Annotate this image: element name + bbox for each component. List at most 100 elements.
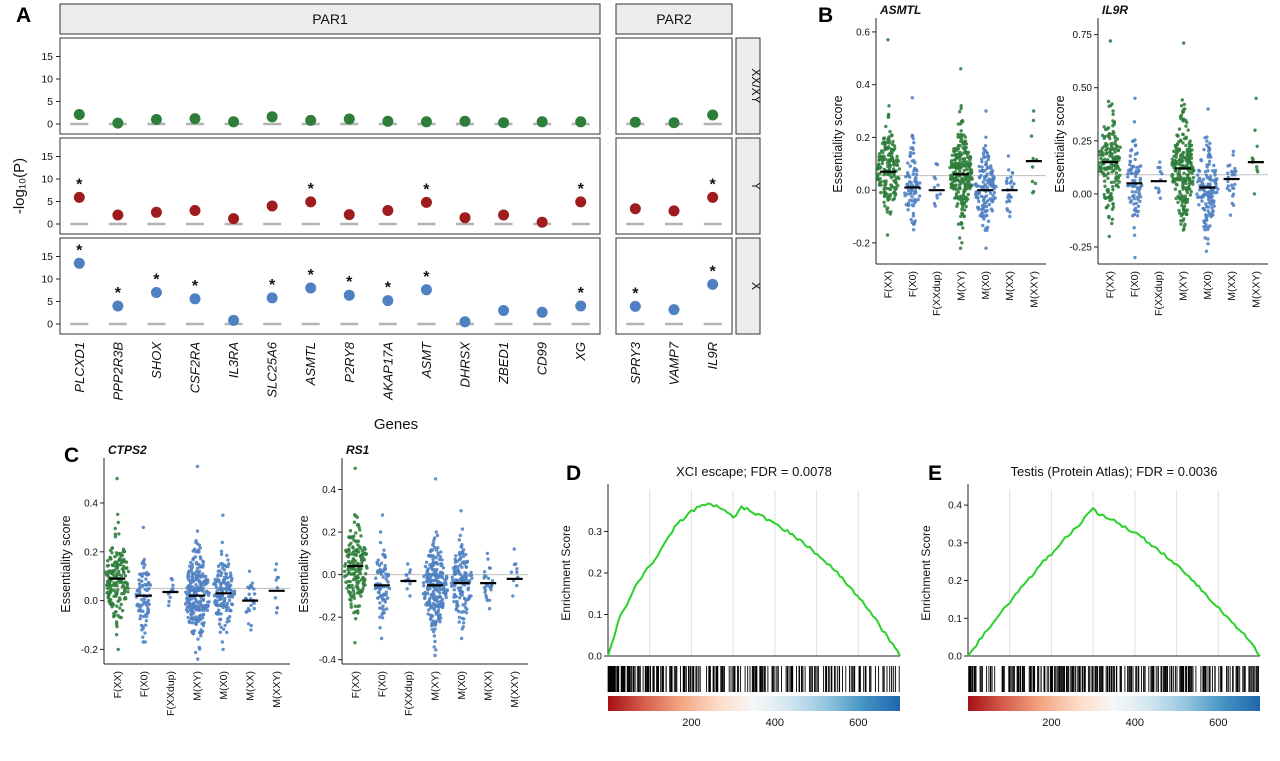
svg-text:0: 0 [47, 219, 53, 231]
svg-text:0.00: 0.00 [1073, 189, 1093, 200]
y-axis-title: -log₁₀(P) [11, 158, 28, 214]
group-label: F(X0) [907, 271, 919, 297]
svg-text:0.50: 0.50 [1073, 83, 1093, 94]
rank-color-bar [608, 696, 900, 711]
y-axis-title: Enrichment Score [559, 525, 573, 621]
group-label: M(XX) [1004, 271, 1016, 301]
group-label: F(XX) [1105, 271, 1117, 298]
panel-a-label: A [16, 4, 32, 27]
gsea-svg: 0.0 0.1 0.2 0.3 0.4 200 400 600 Testis (Protein … [919, 464, 1261, 729]
y-axis-title: Essentiality score [59, 515, 73, 612]
gene-label: SHOX [149, 341, 164, 379]
svg-text:-0.2: -0.2 [853, 238, 871, 249]
beeswarm-svg: -0.4 -0.2 0.0 0.2 0.4 F(XX) F(X0) F(XXdup) M(XY)… [297, 443, 528, 716]
rank-color-bar [968, 696, 1260, 711]
svg-text:600: 600 [849, 717, 867, 729]
svg-text:0: 0 [47, 119, 53, 131]
svg-text:200: 200 [1042, 717, 1060, 729]
svg-text:0.0: 0.0 [856, 186, 870, 197]
svg-text:0: 0 [47, 319, 53, 331]
svg-text:0.0: 0.0 [588, 652, 602, 663]
gene-label: ASMT [419, 341, 434, 379]
gene-label: AKAP17A [380, 342, 395, 401]
svg-text:0.2: 0.2 [588, 569, 602, 580]
panel-e-label: E [928, 462, 943, 485]
svg-text:0.4: 0.4 [322, 485, 336, 496]
gsea-svg: 0.0 0.1 0.2 0.3 200 400 600 XCI escape; FDR = 0… [559, 464, 901, 729]
svg-text:0.1: 0.1 [588, 610, 602, 621]
group-label: M(XY) [192, 671, 204, 701]
svg-text:0.2: 0.2 [84, 547, 98, 558]
group-label: M(XXY) [1028, 271, 1040, 308]
panel-d-chart: 0.0 0.1 0.2 0.3 200 400 600 XCI escape; FDR = 0… [556, 460, 908, 761]
gene-label: IL9R [705, 342, 720, 369]
svg-text:200: 200 [682, 717, 700, 729]
svg-text:15: 15 [41, 51, 53, 63]
svg-text:0.1: 0.1 [948, 614, 962, 625]
svg-text:-0.25: -0.25 [1069, 243, 1092, 254]
group-label: F(XX) [350, 671, 362, 698]
enrichment-curve [967, 507, 1261, 657]
group-label: M(X0) [1202, 271, 1214, 300]
svg-text:10: 10 [41, 174, 53, 186]
gsea-title: XCI escape; FDR = 0.0078 [676, 464, 832, 479]
gene-label: ZBED1 [496, 342, 511, 385]
svg-text:*: * [115, 285, 122, 302]
facet-row-strip: Y [749, 182, 763, 190]
svg-text:*: * [346, 274, 353, 291]
svg-text:*: * [308, 267, 315, 284]
gene-label: SPRY3 [628, 341, 643, 384]
gene-label: P2RY8 [342, 341, 357, 382]
group-label: F(X0) [138, 671, 150, 697]
panel-e-chart: 0.0 0.1 0.2 0.3 0.4 200 400 600 Testis (Protein … [916, 460, 1268, 761]
panel-a-chart: PAR1 PAR2 XX/XY 0 5 10 15 Y 0 5 10 15 * * * * * X 0 5 10 15 * *… [8, 2, 808, 439]
subplot-title: RS1 [346, 443, 370, 457]
gene-label: DHRSX [458, 341, 473, 388]
svg-text:*: * [423, 181, 430, 198]
svg-text:-0.2: -0.2 [319, 613, 337, 624]
svg-text:-0.4: -0.4 [319, 655, 337, 666]
panel-c-chart: -0.2 0.0 0.2 0.4 F(XX) F(X0) F(XXdup) M(XY) M(X0… [58, 442, 534, 754]
facet-dot-svg: PAR1 PAR2 XX/XY 0 5 10 15 Y 0 5 10 15 * * * * * X 0 5 10 15 * *… [11, 3, 763, 433]
facet-row-strip: XX/XY [749, 68, 763, 103]
svg-text:5: 5 [47, 196, 53, 208]
svg-text:*: * [192, 278, 199, 295]
svg-text:5: 5 [47, 296, 53, 308]
svg-text:-0.2: -0.2 [81, 645, 99, 656]
svg-text:400: 400 [766, 717, 784, 729]
svg-text:0.2: 0.2 [322, 528, 336, 539]
group-label: M(X0) [218, 671, 230, 700]
svg-text:0.4: 0.4 [856, 80, 870, 91]
group-label: M(XY) [430, 671, 442, 701]
svg-text:*: * [578, 181, 585, 198]
svg-text:0.2: 0.2 [856, 133, 870, 144]
x-axis-title: Genes [374, 416, 418, 433]
y-axis-title: Enrichment Score [919, 525, 933, 621]
svg-text:400: 400 [1126, 717, 1144, 729]
svg-text:*: * [76, 176, 83, 193]
group-label: M(XXY) [1250, 271, 1262, 308]
facet-col-strip: PAR2 [656, 11, 692, 27]
group-label: M(XY) [956, 271, 968, 301]
svg-text:600: 600 [1209, 717, 1227, 729]
y-axis-title: Essentiality score [1053, 95, 1067, 192]
svg-text:*: * [269, 277, 276, 294]
y-axis-title: Essentiality score [297, 515, 311, 612]
gene-label: PLCXD1 [72, 342, 87, 393]
svg-text:*: * [153, 272, 160, 289]
gene-label: ASMTL [303, 342, 318, 386]
svg-text:15: 15 [41, 151, 53, 163]
group-label: M(XY) [1178, 271, 1190, 301]
facet-row-strip: X [749, 282, 763, 290]
group-label: M(X0) [456, 671, 468, 700]
beeswarm-svg: -0.2 0.0 0.2 0.4 0.6 F(XX) F(X0) F(XXdup) M(XY) M… [831, 3, 1046, 316]
panel-d-label: D [566, 462, 582, 485]
panel-c-label: C [64, 444, 80, 467]
group-label: F(XXdup) [931, 271, 943, 316]
gene-label: CSF2RA [188, 342, 203, 393]
svg-text:*: * [710, 263, 717, 280]
group-label: F(XXdup) [403, 671, 415, 716]
y-axis-title: Essentiality score [831, 95, 845, 192]
svg-text:10: 10 [41, 274, 53, 286]
